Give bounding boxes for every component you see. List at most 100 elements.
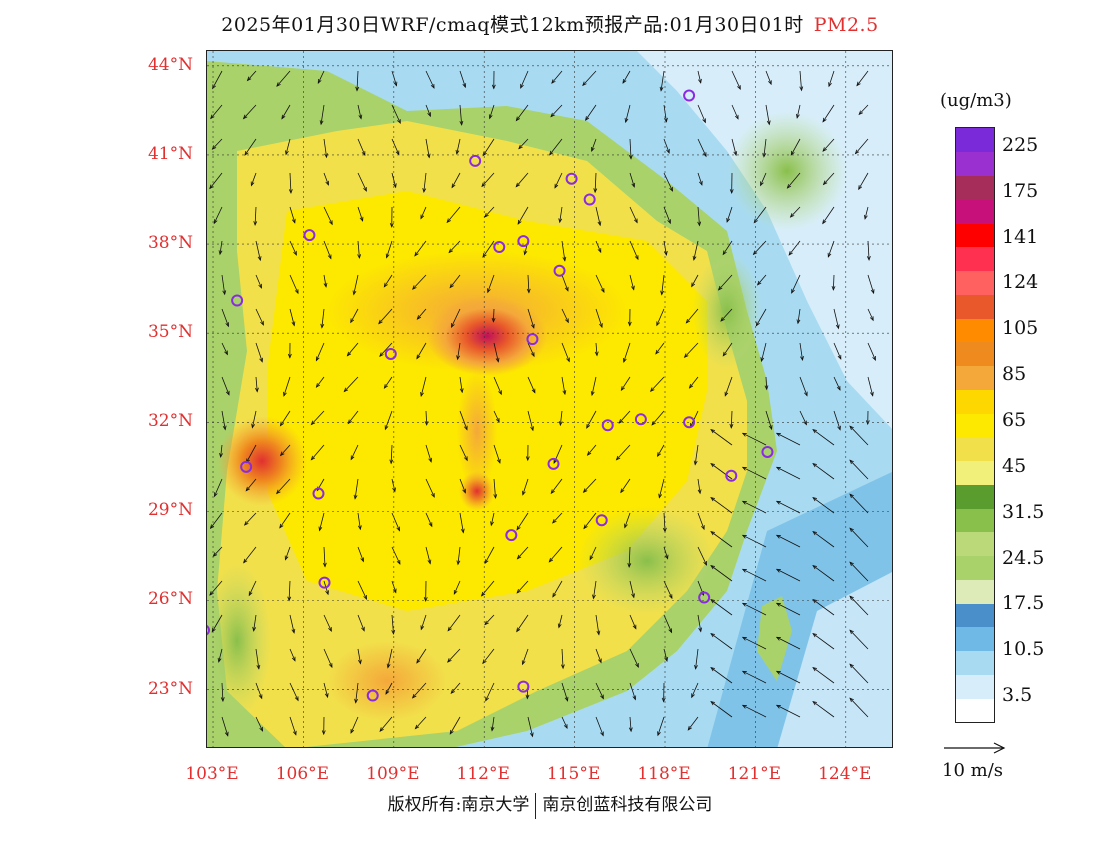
wind-arrow	[350, 716, 359, 734]
wind-arrow	[212, 546, 223, 557]
wind-arrow	[211, 138, 223, 150]
wind-arrow	[629, 206, 638, 224]
wind-arrow	[710, 463, 733, 480]
colorbar-segment	[956, 698, 994, 723]
map-panel[interactable]	[206, 50, 893, 748]
wind-arrow	[378, 308, 393, 325]
wind-arrow	[245, 478, 257, 492]
green-patch-northeast	[727, 111, 847, 231]
copyright-footer: 版权所有:南京大学 南京创蓝科技有限公司	[0, 790, 1100, 819]
wind-arrow	[493, 410, 500, 423]
wind-arrow	[213, 206, 223, 225]
wind-arrow	[764, 376, 769, 391]
colorbar-segment	[956, 484, 994, 509]
longitude-label: 112°E	[456, 764, 510, 784]
wind-arrow	[391, 546, 401, 565]
wind-arrow	[593, 172, 598, 194]
wind-arrow	[775, 534, 801, 548]
wind-arrow	[561, 308, 569, 324]
wind-arrow	[517, 206, 529, 225]
wind-arrow	[741, 636, 767, 650]
footer-right: 南京创蓝科技有限公司	[542, 795, 713, 815]
wind-arrow	[849, 697, 869, 718]
wind-arrow	[493, 376, 502, 396]
wind-arrow	[449, 716, 461, 735]
wind-arrow	[289, 682, 299, 702]
wind-arrow	[459, 376, 464, 394]
station-marker	[698, 591, 711, 604]
wind-arrow	[414, 716, 427, 730]
colorbar-segment	[956, 175, 994, 200]
wind-arrow	[812, 598, 835, 616]
wind-arrow	[246, 70, 257, 82]
wind-arrow	[451, 172, 461, 189]
wind-arrow	[310, 444, 325, 461]
colorbar-label: 225	[1002, 133, 1039, 156]
wind-arrow	[420, 614, 427, 631]
wind-arrow	[252, 614, 257, 632]
colorbar-unit: (ug/m3)	[940, 90, 1012, 111]
title-variable: PM2.5	[813, 14, 879, 36]
wind-arrow	[663, 546, 669, 560]
wind-arrow	[586, 444, 597, 456]
wind-arrow	[786, 172, 801, 189]
wind-arrow	[447, 614, 461, 632]
wind-arrow	[357, 546, 364, 563]
wind-arrow	[833, 410, 841, 431]
wind-arrow	[741, 602, 767, 616]
wind-arrow	[590, 376, 597, 397]
wind-arrow	[629, 172, 636, 188]
wind-arrow	[525, 444, 530, 462]
wind-arrow	[697, 546, 707, 566]
colorbar-label: 105	[1002, 317, 1039, 340]
wind-arrow	[279, 410, 291, 427]
wind-arrow	[484, 206, 495, 218]
wind-arrow	[858, 172, 869, 191]
wind-arrow	[812, 666, 835, 684]
wind-arrow	[663, 104, 668, 123]
wind-arrow	[357, 104, 363, 120]
wind-arrow	[451, 308, 461, 329]
wind-arrow	[459, 410, 468, 431]
wind-arrow	[391, 172, 397, 189]
wind-arrow	[317, 70, 325, 84]
wind-arrow	[391, 614, 396, 635]
colorbar-label: 141	[1002, 225, 1039, 248]
wind-arrow	[527, 342, 535, 358]
wind-arrow	[796, 104, 801, 119]
wind-arrow	[691, 274, 699, 288]
colorbar-segment	[956, 199, 994, 224]
latitude-label: 44°N	[147, 54, 193, 75]
wind-arrow	[515, 104, 529, 122]
wind-arrow	[658, 478, 665, 499]
wind-arrow	[355, 70, 360, 92]
station-marker	[547, 457, 560, 470]
wind-arrow	[796, 308, 801, 325]
wind-arrow	[799, 70, 804, 92]
wind-arrow	[218, 240, 223, 256]
wind-arrow	[379, 342, 393, 357]
wind-arrow	[221, 342, 228, 356]
wind-arrow	[287, 580, 292, 602]
wind-arrow	[490, 512, 495, 527]
wind-arrow	[660, 274, 665, 296]
wind-arrow	[812, 700, 835, 718]
wind-arrow	[822, 206, 835, 225]
station-markers	[207, 89, 774, 702]
wind-arrow	[490, 716, 495, 732]
wind-arrow	[583, 512, 597, 530]
latitude-label: 41°N	[147, 143, 193, 164]
wind-arrow	[693, 444, 699, 466]
wind-arrow	[624, 512, 631, 529]
wind-arrow	[595, 308, 603, 329]
wind-arrow	[731, 70, 741, 91]
wind-arrow	[425, 546, 432, 565]
wind-arrow	[414, 240, 427, 257]
wind-arrow	[849, 663, 869, 684]
wind-arrow	[856, 70, 869, 87]
wind-arrow	[775, 568, 801, 582]
wind-arrow	[623, 342, 631, 363]
wind-arrow	[255, 716, 264, 732]
wind-arrow	[391, 104, 401, 125]
wind-arrow	[255, 308, 264, 326]
